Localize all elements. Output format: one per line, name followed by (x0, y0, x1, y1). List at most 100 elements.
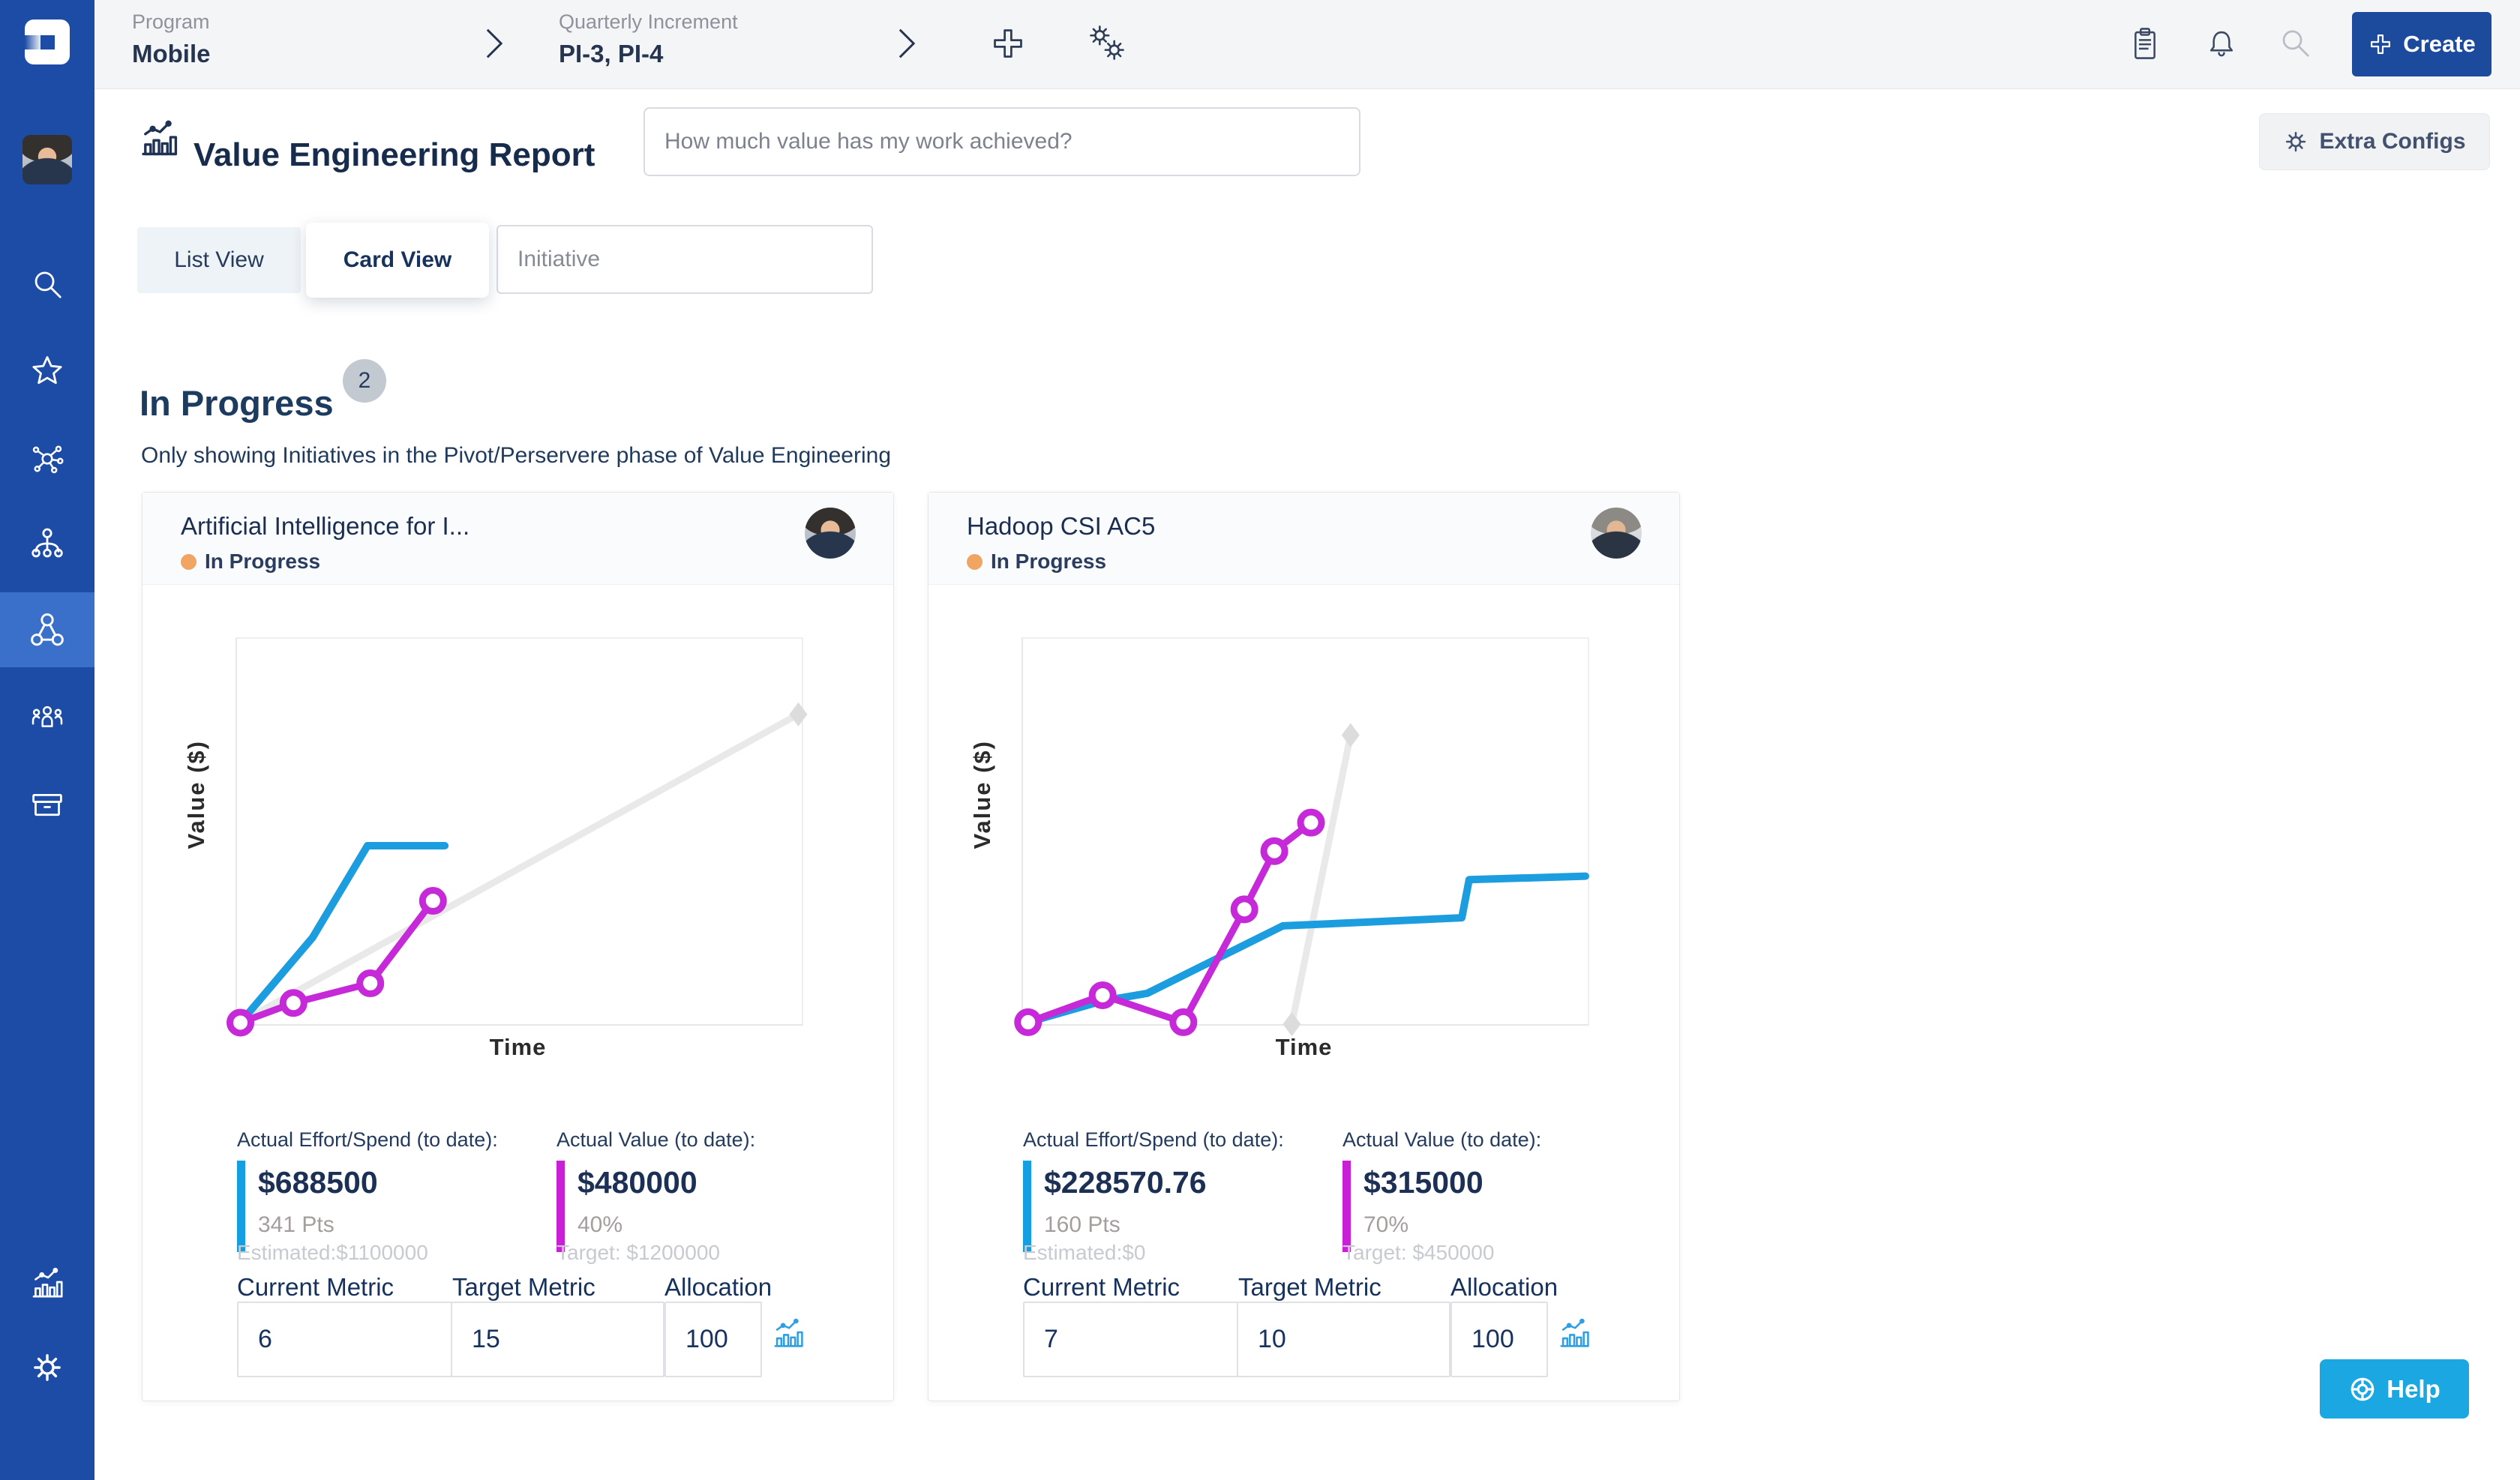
effort-estimate-note: Estimated:$1100000 (237, 1241, 428, 1264)
target-metric-input[interactable] (1237, 1302, 1450, 1377)
x-axis-label: Time (1275, 1034, 1333, 1060)
app-logo[interactable] (25, 19, 70, 64)
current-metric-header: Current Metric (1023, 1273, 1180, 1301)
card-header: Artificial Intelligence for I... In Prog… (142, 493, 893, 585)
card-stats: Actual Effort/Spend (to date): $228570.7… (1023, 1128, 1668, 1271)
qi-value[interactable]: PI-3, PI-4 (559, 40, 664, 67)
card-title[interactable]: Artificial Intelligence for I... (181, 512, 470, 540)
allocation-input[interactable] (664, 1302, 762, 1377)
tasks-clipboard-button[interactable] (2124, 22, 2166, 64)
current-metric-input[interactable] (237, 1302, 452, 1377)
initiative-filter-input[interactable] (496, 225, 873, 294)
sidebar-item-org-tree[interactable] (0, 506, 94, 581)
main-content: Value Engineering Report Extra Configs L… (94, 89, 2520, 1480)
qi-label: Quarterly Increment (559, 10, 738, 33)
card-metrics: Current Metric Target Metric Allocation (237, 1273, 882, 1378)
effort-label: Actual Effort/Spend (to date): (1023, 1128, 1284, 1151)
effort-estimate-note: Estimated:$0 (1023, 1241, 1146, 1264)
question-input[interactable] (644, 107, 1360, 176)
sidebar-item-network[interactable] (0, 421, 94, 496)
configure-gears-button[interactable] (1086, 22, 1128, 64)
value-label: Actual Value (to date): (556, 1128, 756, 1151)
breadcrumb-program[interactable]: Program Mobile (132, 10, 211, 68)
double-gear-icon (1090, 25, 1124, 60)
target-metric-header: Target Metric (452, 1273, 596, 1301)
effort-label: Actual Effort/Spend (to date): (237, 1128, 498, 1151)
app-sidebar (0, 0, 94, 1480)
logo-square (40, 35, 55, 49)
extra-configs-button[interactable]: Extra Configs (2259, 113, 2490, 170)
target-metric-header: Target Metric (1238, 1273, 1382, 1301)
tab-card-view[interactable]: Card View (306, 223, 489, 298)
effort-stat: Actual Effort/Spend (to date): $228570.7… (1023, 1128, 1342, 1264)
status-row: In Progress (181, 550, 320, 574)
section-title: In Progress (140, 383, 334, 423)
topbar: Program Mobile Quarterly Increment PI-3,… (94, 0, 2520, 89)
bar-line-chart-icon (774, 1318, 803, 1347)
create-button[interactable]: Create (2352, 12, 2492, 76)
effort-stat: Actual Effort/Spend (to date): $688500 3… (237, 1128, 556, 1264)
sidebar-item-value-engineering[interactable] (0, 592, 94, 667)
value-over-time-chart (1014, 637, 1589, 1036)
target-metric-input[interactable] (451, 1302, 664, 1377)
breadcrumb-chevron-1 (473, 22, 515, 64)
card-title[interactable]: Hadoop CSI AC5 (967, 512, 1156, 540)
create-label: Create (2403, 31, 2476, 57)
value-percent: 40% (578, 1212, 623, 1237)
notifications-button[interactable] (2200, 22, 2242, 64)
allocation-header: Allocation (1450, 1273, 1558, 1301)
tab-list-view[interactable]: List View (137, 227, 301, 293)
breadcrumb-quarterly-increment[interactable]: Quarterly Increment PI-3, PI-4 (559, 10, 738, 68)
current-metric-input[interactable] (1023, 1302, 1238, 1377)
value-label: Actual Value (to date): (1342, 1128, 1542, 1151)
section-count-badge: 2 (343, 359, 386, 403)
allocation-chart-button[interactable] (771, 1315, 806, 1353)
global-search-button[interactable] (2274, 22, 2316, 64)
gear-icon (2286, 131, 2306, 152)
sidebar-item-settings[interactable] (0, 1330, 94, 1405)
program-label: Program (132, 10, 210, 33)
y-axis-label: Value ($) (183, 740, 209, 849)
x-axis-label: Time (489, 1034, 547, 1060)
effort-value: $228570.76 (1044, 1165, 1207, 1200)
effort-points: 160 Pts (1044, 1212, 1120, 1237)
initiative-card: Hadoop CSI AC5 In Progress Value ($) Tim… (928, 492, 1680, 1401)
allocation-chart-button[interactable] (1557, 1315, 1592, 1353)
status-label: In Progress (205, 550, 321, 573)
report-chart-icon (138, 116, 180, 162)
network-hub-icon (32, 445, 64, 474)
team-icon (32, 706, 63, 727)
logo-band (25, 35, 43, 49)
page-title: Value Engineering Report (194, 136, 596, 174)
value-over-time-chart (226, 637, 808, 1037)
program-value[interactable]: Mobile (132, 40, 211, 67)
value-color-bar (556, 1161, 565, 1252)
card-header: Hadoop CSI AC5 In Progress (928, 493, 1679, 585)
user-avatar[interactable] (22, 135, 72, 184)
value-percent: 70% (1364, 1212, 1409, 1237)
help-button[interactable]: Help (2320, 1359, 2469, 1419)
sidebar-item-archive[interactable] (0, 767, 94, 842)
plus-icon (2371, 34, 2391, 55)
gear-icon (34, 1354, 61, 1381)
sidebar-item-favorites[interactable] (0, 334, 94, 409)
value-target-note: Target: $450000 (1342, 1241, 1495, 1264)
add-breadcrumb-button[interactable] (987, 22, 1029, 64)
allocation-input[interactable] (1450, 1302, 1548, 1377)
sidebar-item-team[interactable] (0, 679, 94, 754)
lifebuoy-icon (2350, 1377, 2374, 1401)
owner-avatar[interactable] (1591, 508, 1642, 559)
card-stats: Actual Effort/Spend (to date): $688500 3… (237, 1128, 882, 1271)
search-icon (34, 271, 62, 298)
search-icon (2282, 30, 2309, 57)
help-label: Help (2386, 1374, 2440, 1403)
chevron-right-icon (898, 28, 916, 58)
sidebar-item-search[interactable] (0, 247, 94, 322)
owner-avatar[interactable] (805, 508, 856, 559)
value-stat: Actual Value (to date): $315000 70% Targ… (1342, 1128, 1662, 1264)
clipboard-icon (2134, 28, 2156, 59)
sidebar-item-reports[interactable] (0, 1245, 94, 1320)
status-dot (181, 553, 196, 570)
value-value: $315000 (1364, 1165, 1484, 1200)
section-subtitle: Only showing Initiatives in the Pivot/Pe… (141, 443, 892, 468)
